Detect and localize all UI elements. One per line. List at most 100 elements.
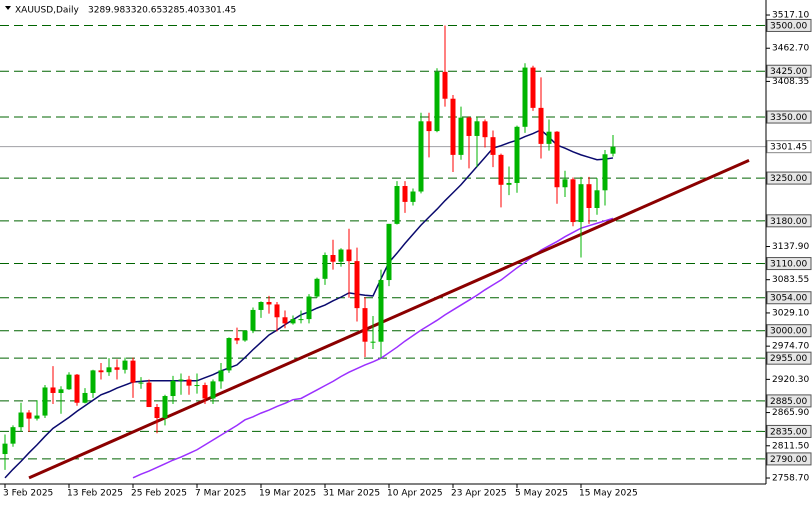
trendline: [28, 159, 750, 480]
candle-body: [74, 374, 80, 403]
candle-body: [122, 360, 128, 370]
candle-body: [266, 302, 272, 305]
ohlc-label: 3285.40: [162, 6, 199, 16]
candle-body: [2, 443, 8, 455]
candle-body: [506, 182, 512, 185]
candle-body: [410, 191, 416, 202]
candle-body: [346, 249, 352, 262]
candle-body: [458, 117, 464, 155]
level-label-box: [766, 257, 812, 271]
candle-body: [546, 131, 552, 144]
candle-body: [322, 255, 328, 279]
candle-body: [234, 338, 240, 341]
level-label: 2885.00: [770, 397, 807, 407]
candle-body: [370, 341, 376, 343]
candle-body: [250, 309, 256, 331]
candle-body: [154, 407, 160, 419]
x-tick-label: 15 May 2025: [579, 489, 638, 499]
y-tick-label: 3517.10: [772, 11, 809, 21]
candle-body: [378, 280, 384, 342]
level-label: 3500.00: [770, 21, 807, 31]
candle-body: [130, 360, 136, 383]
candle-body: [114, 367, 120, 370]
candle-body: [98, 370, 104, 373]
candle-body: [282, 317, 288, 324]
level-label-box: [766, 171, 812, 185]
candle-body: [402, 186, 408, 202]
candle-body: [178, 379, 184, 381]
candle-body: [226, 338, 232, 371]
candle-body: [138, 382, 144, 384]
candle-body: [202, 385, 208, 399]
candle-body: [418, 121, 424, 192]
level-label-box: [766, 110, 812, 124]
level-label-box: [766, 324, 812, 338]
x-tick-label: 5 May 2025: [515, 489, 568, 499]
candle-body: [474, 121, 480, 136]
x-tick-label: 3 Feb 2025: [3, 489, 53, 499]
current-price-label: 3301.45: [770, 143, 807, 153]
level-label-box: [766, 452, 812, 466]
candle-body: [386, 223, 392, 281]
x-tick-label: 10 Apr 2025: [387, 489, 443, 499]
candle-body: [602, 154, 608, 191]
candle-body: [490, 137, 496, 155]
level-label-box: [766, 351, 812, 365]
candle-body: [450, 98, 456, 155]
y-tick-label: 2811.50: [772, 441, 809, 451]
candle-body: [514, 126, 520, 183]
x-tick-label: 23 Apr 2025: [451, 489, 507, 499]
candle-body: [210, 381, 216, 399]
candle-body: [18, 412, 24, 428]
candle-body: [554, 131, 560, 188]
level-label-box: [766, 394, 812, 408]
candle-body: [466, 117, 472, 136]
candle-body: [34, 415, 40, 419]
level-label: 2955.00: [770, 354, 807, 364]
level-label-box: [766, 291, 812, 305]
candle-body: [394, 186, 400, 224]
candle-body: [90, 370, 96, 393]
x-tick-label: 25 Feb 2025: [131, 489, 187, 499]
x-tick-label: 19 Mar 2025: [259, 489, 316, 499]
candle-body: [26, 412, 32, 419]
candle-body: [306, 296, 312, 320]
candle-body: [170, 380, 176, 397]
candle-body: [146, 382, 152, 408]
symbol: XAUUSD,Daily: [15, 6, 79, 16]
candle-body: [194, 385, 200, 387]
candle-body: [482, 121, 488, 138]
candle-body: [258, 302, 264, 310]
menu-arrow[interactable]: [5, 6, 11, 10]
candle-body: [218, 370, 224, 382]
candle-body: [426, 121, 432, 132]
level-label-box: [766, 214, 812, 228]
y-tick-label: 3408.35: [772, 77, 809, 87]
candle-body: [314, 278, 320, 297]
candle-body: [162, 396, 168, 419]
candle-body: [586, 184, 592, 208]
y-tick-label: 2758.70: [772, 474, 809, 484]
y-tick-label: 3029.10: [772, 308, 809, 318]
candle-body: [338, 249, 344, 262]
ohlc-label: 3320.65: [125, 6, 162, 16]
candle-body: [522, 67, 528, 127]
y-tick-label: 3137.90: [772, 242, 809, 252]
y-tick-label: 2865.90: [772, 408, 809, 418]
candle-body: [42, 387, 48, 416]
candle-body: [434, 71, 440, 132]
ohlc-label: 3289.98: [88, 6, 125, 16]
candle-body: [274, 304, 280, 318]
candle-body: [242, 330, 248, 341]
candle-body: [330, 255, 336, 262]
y-tick-label: 2974.70: [772, 342, 809, 352]
candle-body: [10, 427, 16, 444]
level-label: 3250.00: [770, 174, 807, 184]
candle-body: [50, 387, 56, 393]
candle-body: [106, 367, 112, 373]
level-label: 3054.00: [770, 294, 807, 304]
candle-body: [530, 67, 536, 108]
